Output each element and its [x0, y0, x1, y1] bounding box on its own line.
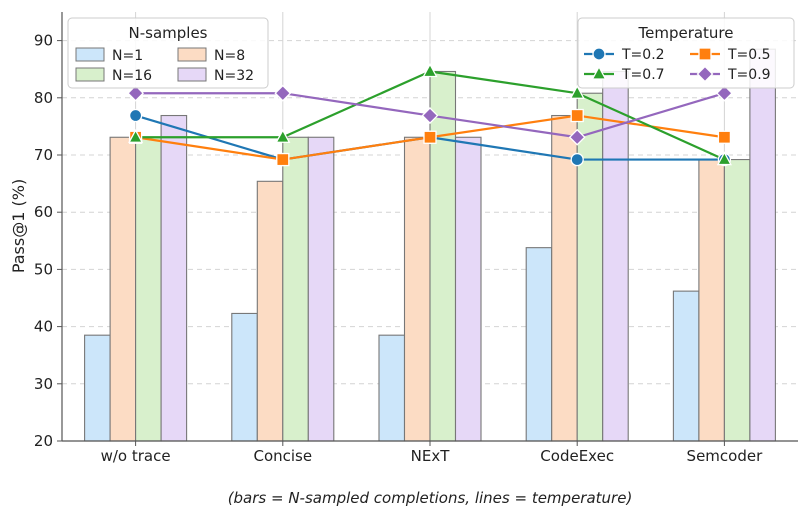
ticks: 20 30 40 50 60 70 80 90 w/o trace Concise NExT Code… [34, 32, 763, 465]
marker-t-0-7-concise [275, 128, 291, 143]
marker-t-0-7-codeexec [569, 84, 585, 99]
bar-n-16-semcoder [723, 159, 751, 442]
bar-n-16-codeexec [576, 92, 604, 442]
bar-n-8-concise [256, 180, 284, 442]
x-tick-label: Semcoder [687, 447, 764, 465]
bar-legend-label-n-8: N=8 [214, 48, 245, 64]
bar-n-32-codeexec [602, 70, 629, 442]
line-legend-title: Temperature [637, 24, 733, 42]
bar-legend-label-n-32: N=32 [214, 68, 254, 84]
y-tick-label: 20 [34, 432, 53, 450]
marker-t-0-5-next [423, 130, 437, 144]
marker-t-0-9-codeexec [568, 128, 586, 146]
y-tick-label: 60 [34, 203, 53, 221]
marker-t-0-2-codeexec [570, 152, 584, 167]
marker-t-0-9-concise [274, 84, 292, 102]
line-legend: Temperature T=0.2 T=0.5 T=0.7 T=0.9 [577, 17, 795, 89]
x-tick-label: NExT [411, 447, 451, 465]
bar-n-1-w-o-trace [84, 334, 111, 442]
bar-n-16-concise [282, 136, 309, 442]
marker-t-0-7-next [422, 63, 438, 78]
bar-legend-swatch-n-8 [177, 47, 207, 62]
temperature-lines [127, 63, 733, 167]
bar-n-1-codeexec [525, 247, 553, 442]
marker-t-0-9-next [421, 107, 439, 124]
bar-n-32-semcoder [749, 48, 776, 442]
line-legend-label-t-0-2: T=0.2 [621, 47, 665, 63]
marker-t-0-7-semcoder [716, 151, 732, 166]
bar-n-32-next [454, 136, 482, 442]
x-tick-label: Concise [253, 447, 312, 465]
bar-n-8-semcoder [698, 159, 725, 442]
y-tick-label: 50 [34, 260, 53, 278]
line-legend-label-t-0-7: T=0.7 [621, 67, 665, 83]
bars [84, 48, 776, 442]
bar-n-16-w-o-trace [135, 136, 162, 442]
marker-t-0-7-w-o-trace [128, 128, 144, 143]
bar-legend-title: N-samples [129, 24, 208, 42]
bar-legend: N-samples N=1 N=8 N=16 N=32 [67, 17, 269, 89]
x-tick-label: w/o trace [101, 447, 171, 465]
line-legend-marker-t-0-7 [591, 65, 607, 80]
bar-legend-label-n-1: N=1 [112, 48, 143, 64]
marker-t-0-5-concise [276, 152, 290, 167]
bar-legend-swatch-n-16 [75, 67, 105, 82]
bar-n-8-next [403, 136, 431, 442]
bar-n-1-concise [231, 312, 258, 442]
x-tick-label: CodeExec [540, 447, 614, 465]
y-tick-label: 40 [34, 318, 53, 336]
y-tick-label: 90 [34, 32, 53, 50]
line-legend-label-t-0-5: T=0.5 [727, 47, 771, 63]
bar-n-32-w-o-trace [160, 114, 188, 442]
marker-t-0-5-codeexec [570, 108, 584, 123]
chart-caption: (bars = N-sampled completions, lines = t… [228, 489, 633, 507]
bar-legend-swatch-n-1 [75, 47, 105, 62]
bar-legend-swatch-n-32 [177, 67, 207, 82]
bar-n-1-semcoder [672, 290, 700, 442]
bar-n-1-next [378, 334, 406, 442]
marker-t-0-2-w-o-trace [128, 108, 143, 123]
y-tick-label: 30 [34, 375, 53, 393]
y-axis-label: Pass@1 (%) [9, 179, 28, 273]
marker-t-0-9-semcoder [715, 84, 733, 102]
line-legend-frame [577, 17, 795, 89]
y-tick-label: 70 [34, 146, 53, 164]
bar-n-8-w-o-trace [109, 136, 137, 442]
marker-t-0-9-w-o-trace [127, 84, 145, 102]
bar-n-8-codeexec [551, 114, 578, 442]
marker-t-0-5-semcoder [717, 130, 732, 144]
bar-legend-label-n-16: N=16 [112, 68, 152, 84]
line-legend-marker-t-0-9 [696, 65, 714, 83]
bar-legend-frame [67, 17, 269, 89]
line-legend-label-t-0-9: T=0.9 [727, 67, 771, 83]
y-tick-label: 80 [34, 89, 53, 107]
line-legend-marker-t-0-5 [698, 47, 712, 61]
bar-n-32-concise [307, 136, 335, 442]
bar-n-16-next [429, 70, 457, 442]
line-legend-marker-t-0-2 [592, 47, 606, 61]
